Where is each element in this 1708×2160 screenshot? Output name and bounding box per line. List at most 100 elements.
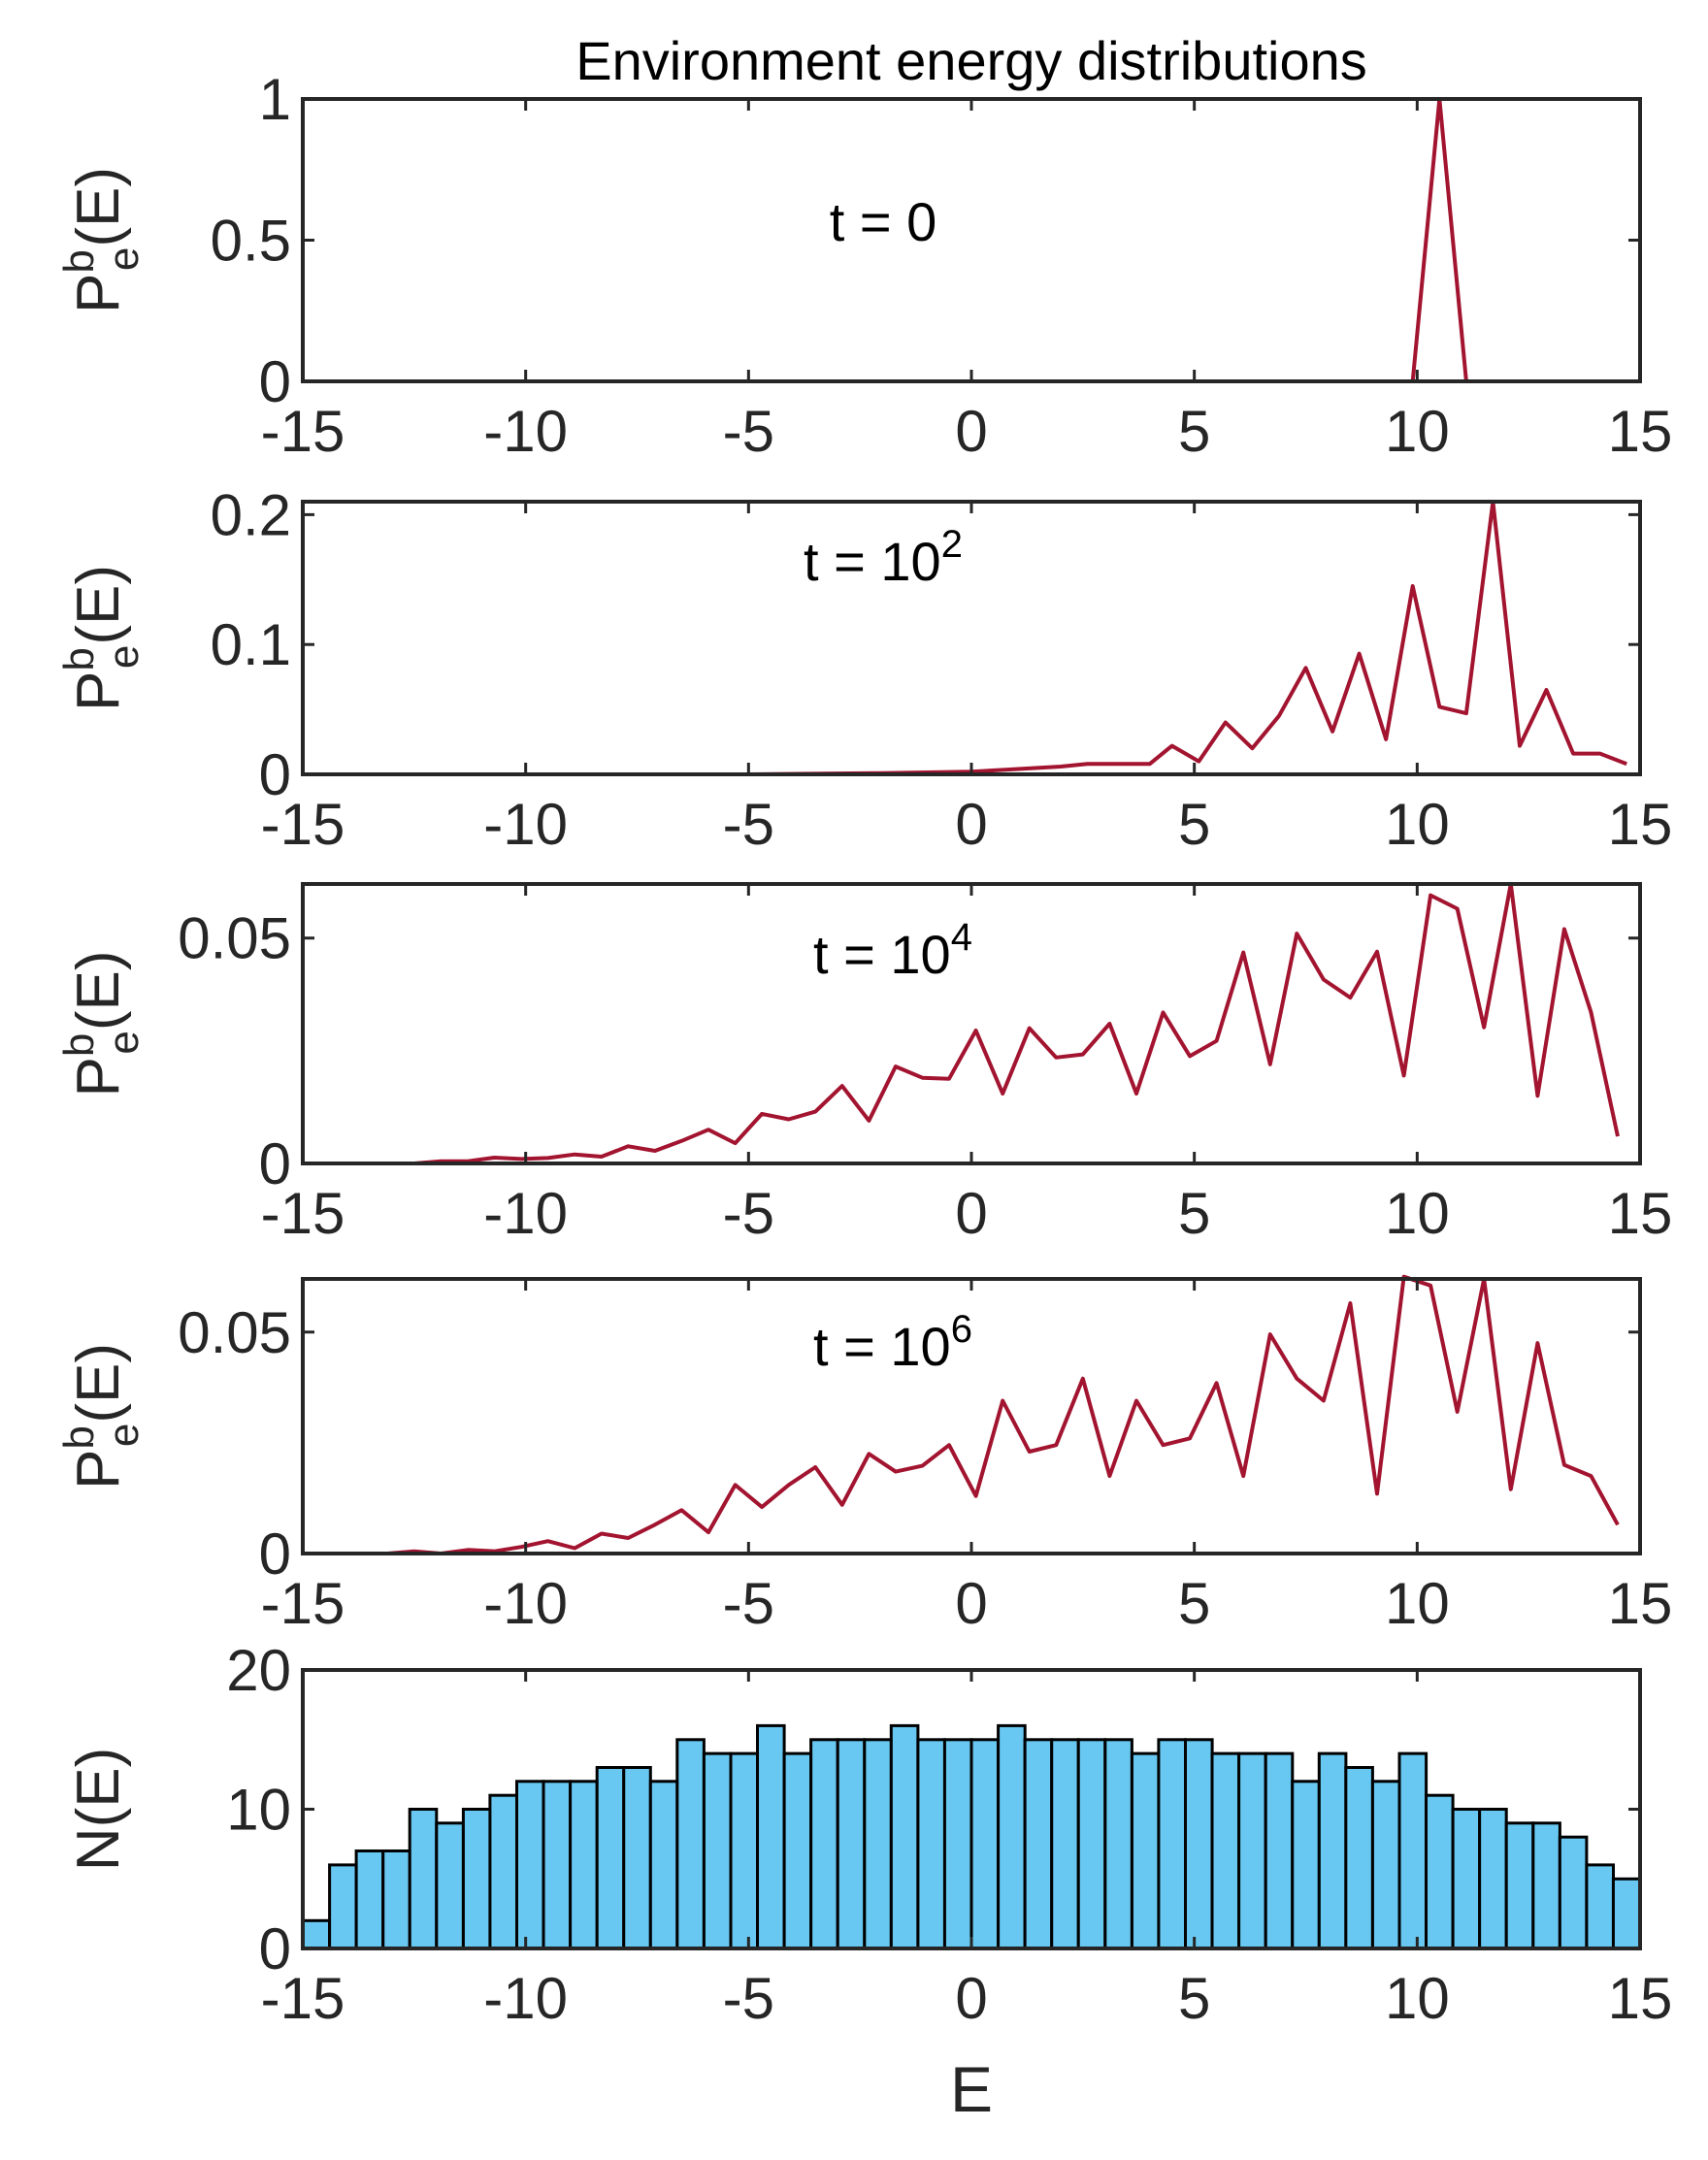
x-tick-label: 15 (1608, 399, 1673, 464)
histogram-bar (435, 1821, 465, 1950)
x-tick-label: 10 (1385, 792, 1450, 857)
histogram-bar (782, 1751, 813, 1950)
x-tick-label: -15 (261, 1966, 345, 2031)
y-label-sup: b (55, 1425, 103, 1449)
histogram-bar (1451, 1808, 1482, 1950)
histogram-bar (1585, 1863, 1616, 1950)
y-label-sub: e (100, 1424, 148, 1447)
time-annotation: t = 104 (813, 916, 972, 985)
y-label-sup: b (55, 647, 103, 671)
histogram-bar (1076, 1738, 1107, 1950)
y-tick-label: 0.2 (211, 482, 291, 547)
x-tick-label: -5 (723, 399, 774, 464)
histogram-bar (916, 1738, 947, 1950)
y-label-tail: (E) (65, 167, 132, 247)
x-tick-label: -15 (261, 399, 345, 464)
histogram-bar (569, 1780, 599, 1950)
histogram-bar (702, 1751, 733, 1950)
y-tick-label: 0 (259, 1522, 291, 1587)
histogram-bar (809, 1738, 839, 1950)
y-tick-label: 0 (259, 1131, 291, 1196)
x-tick-label: 5 (1178, 399, 1210, 464)
chart-title: Environment energy distributions (575, 30, 1367, 91)
time-annotation: t = 102 (804, 523, 963, 592)
histogram-bar (997, 1723, 1027, 1950)
histogram-bar (595, 1766, 626, 1950)
time-annotation: t = 0 (830, 191, 937, 252)
y-tick-label: 0 (259, 1916, 291, 1981)
y-label-tail: (E) (65, 565, 132, 645)
histogram-bar (863, 1738, 893, 1950)
histogram-bar (836, 1738, 867, 1950)
y-tick-label: 0 (259, 742, 291, 807)
y-tick-label: 10 (226, 1778, 291, 1843)
panel-4: -15 -10 -5 0 5 10 15 0 0.05 Pbe(E) t = 106 (55, 1274, 1673, 1636)
x-tick-label: 5 (1178, 1181, 1210, 1246)
histogram-bar (1397, 1751, 1429, 1950)
x-tick-label: 0 (955, 792, 987, 857)
histogram-bar (1504, 1821, 1535, 1950)
x-tick-label: 15 (1608, 1181, 1673, 1246)
x-tick-label: 10 (1385, 1571, 1450, 1636)
y-label-main: P (65, 1450, 132, 1489)
histogram-bar (1264, 1751, 1295, 1950)
y-axis-label: Pbe(E) (55, 565, 148, 711)
time-annotation-base: t = 10 (813, 1316, 951, 1377)
histogram-bar (1103, 1738, 1133, 1950)
y-tick-label: 0 (259, 349, 291, 414)
x-tick-label: 10 (1385, 1966, 1450, 2031)
x-tick-label: 5 (1178, 1966, 1210, 2031)
histogram-bar (1237, 1751, 1267, 1950)
histogram-bar (675, 1738, 706, 1950)
histogram-bar (301, 1918, 332, 1950)
x-tick-label: 0 (955, 399, 987, 464)
histogram-bar (328, 1863, 358, 1950)
histogram-bar (622, 1766, 652, 1950)
histogram-bar (1023, 1738, 1054, 1950)
x-tick-label: -5 (723, 1966, 774, 2031)
time-annotation-exponent: 6 (951, 1308, 972, 1351)
x-tick-label: -15 (261, 792, 345, 857)
x-tick-label: -10 (483, 399, 568, 464)
y-label-sup: b (55, 1033, 103, 1057)
x-tick-label: -10 (483, 1966, 568, 2031)
x-tick-label: 0 (955, 1571, 987, 1636)
histogram-bar (1210, 1751, 1241, 1950)
histogram-bar (515, 1780, 545, 1950)
y-tick-label: 0.05 (178, 906, 291, 971)
y-axis-label: Pbe(E) (55, 951, 148, 1097)
y-label-tail: (E) (65, 1343, 132, 1424)
histogram-bar (1157, 1738, 1188, 1950)
x-tick-label: 0 (955, 1966, 987, 2031)
x-axis-label: E (950, 2053, 993, 2125)
y-label-main: N(E) (65, 1748, 132, 1871)
y-tick-label: 0.05 (178, 1300, 291, 1365)
histogram-bar (1184, 1738, 1214, 1950)
y-label-main: P (65, 671, 132, 711)
x-tick-label: -5 (723, 1181, 774, 1246)
x-tick-label: 15 (1608, 792, 1673, 857)
panel-2: -15 -10 -5 0 5 10 15 0 0.1 0.2 Pbe(E) t = 102 (55, 482, 1672, 857)
histogram-bar (648, 1780, 679, 1950)
y-tick-label: 0.1 (211, 612, 291, 677)
histogram-bar (1344, 1766, 1374, 1950)
x-tick-label: -15 (261, 1571, 345, 1636)
x-tick-label: 15 (1608, 1571, 1673, 1636)
histogram-bar (1317, 1751, 1348, 1950)
panel-3: -15 -10 -5 0 5 10 15 0 0.05 Pbe(E) t = 104 (55, 882, 1673, 1246)
y-label-main: P (65, 1057, 132, 1096)
time-annotation-base: t = 10 (804, 531, 941, 592)
panel-1: -15 -10 -5 0 5 10 15 0 0.5 1 Pbe(E) t = 0 Environmen… (55, 30, 1672, 464)
time-annotation-exponent: 2 (941, 523, 963, 566)
histogram-bar (354, 1849, 385, 1950)
y-label-main: P (65, 274, 132, 313)
histogram-bar (408, 1808, 439, 1950)
histogram-bar (756, 1723, 786, 1950)
y-axis-label: Pbe(E) (55, 167, 148, 313)
x-tick-label: 5 (1178, 792, 1210, 857)
panel-5: -15 -10 -5 0 5 10 15 0 10 20 N(E) E (65, 1638, 1672, 2125)
time-annotation-base: t = 10 (813, 924, 951, 985)
y-label-sub: e (100, 645, 148, 669)
histogram-bar (1291, 1780, 1321, 1950)
